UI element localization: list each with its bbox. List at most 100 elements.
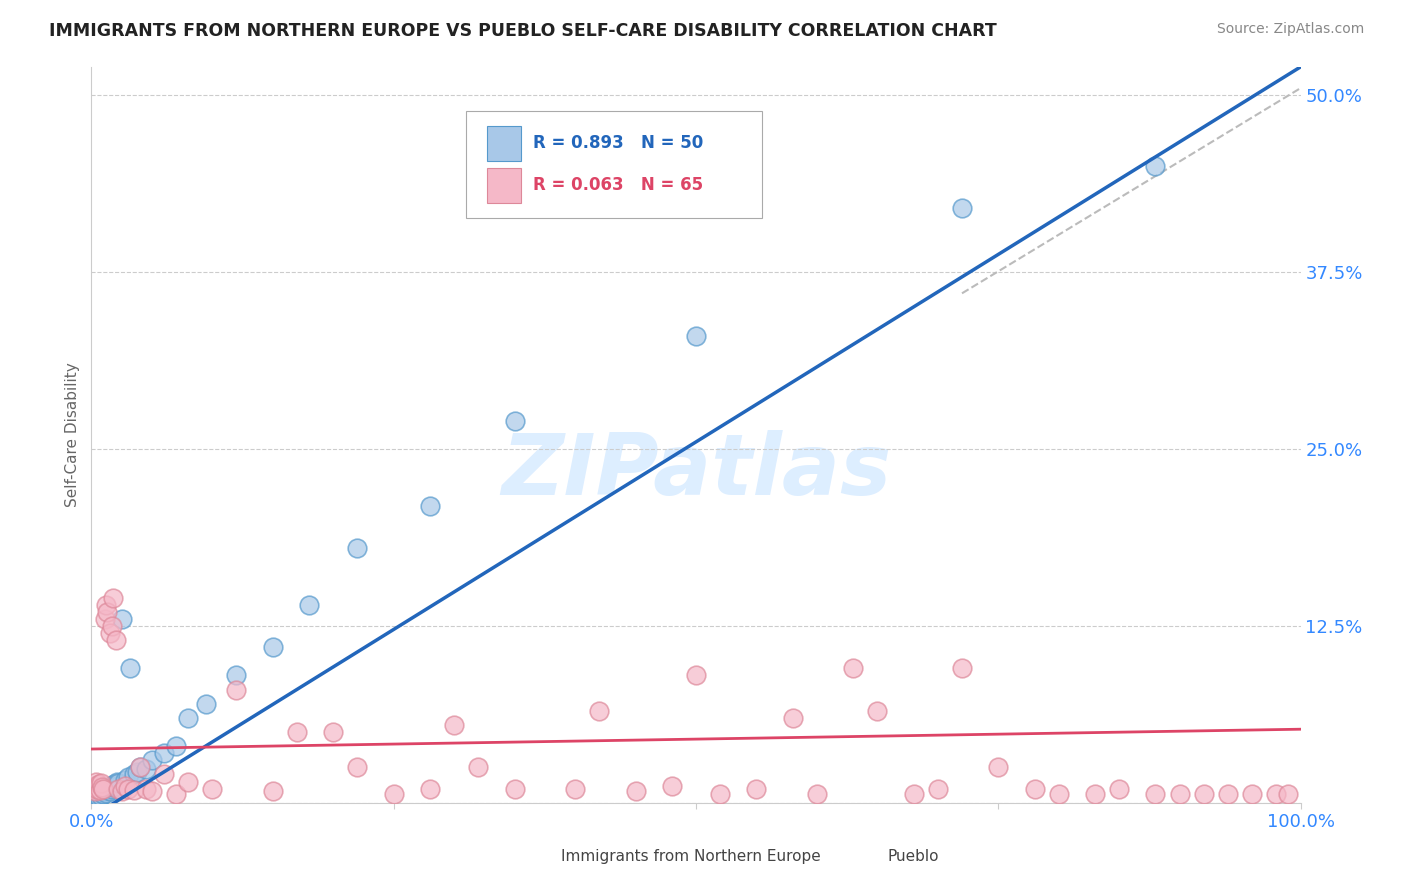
Point: [87, 777, 110, 791]
Point: [927, 781, 949, 796]
FancyBboxPatch shape: [527, 841, 554, 869]
FancyBboxPatch shape: [467, 111, 762, 218]
Point: [346, 541, 368, 555]
Point: [1024, 781, 1046, 796]
Point: [107, 776, 129, 790]
Text: R = 0.893   N = 50: R = 0.893 N = 50: [533, 135, 703, 153]
Point: [89, 787, 111, 801]
Point: [225, 682, 247, 697]
Point: [127, 764, 149, 779]
Point: [101, 781, 124, 796]
Point: [1084, 787, 1107, 801]
Point: [86, 781, 108, 796]
Point: [346, 760, 368, 774]
Point: [588, 704, 610, 718]
Point: [111, 784, 132, 798]
Point: [419, 499, 441, 513]
Point: [782, 711, 804, 725]
Text: R = 0.063   N = 65: R = 0.063 N = 65: [533, 177, 703, 194]
Point: [262, 784, 284, 798]
Point: [93, 612, 115, 626]
Point: [107, 781, 129, 796]
Point: [135, 781, 157, 796]
Point: [987, 760, 1010, 774]
Point: [89, 783, 111, 797]
Point: [93, 781, 115, 796]
Point: [685, 668, 707, 682]
Text: Source: ZipAtlas.com: Source: ZipAtlas.com: [1216, 22, 1364, 37]
Point: [89, 783, 111, 797]
Point: [661, 779, 683, 793]
Point: [84, 790, 107, 805]
FancyBboxPatch shape: [486, 168, 520, 203]
Point: [117, 781, 139, 796]
Point: [104, 633, 127, 648]
Text: IMMIGRANTS FROM NORTHERN EUROPE VS PUEBLO SELF-CARE DISABILITY CORRELATION CHART: IMMIGRANTS FROM NORTHERN EUROPE VS PUEBL…: [49, 22, 997, 40]
Point: [1047, 787, 1070, 801]
Point: [624, 784, 647, 798]
Point: [86, 784, 108, 798]
Point: [285, 725, 308, 739]
Point: [1108, 781, 1130, 796]
Point: [98, 784, 121, 798]
Point: [745, 781, 768, 796]
Point: [298, 598, 321, 612]
Point: [1265, 787, 1288, 801]
Point: [806, 787, 828, 801]
Point: [87, 790, 110, 805]
Point: [101, 591, 124, 605]
Point: [91, 780, 114, 795]
Text: ZIPatlas: ZIPatlas: [501, 430, 891, 513]
Point: [94, 786, 117, 800]
Point: [709, 787, 731, 801]
Point: [503, 781, 526, 796]
Point: [84, 774, 107, 789]
Point: [382, 787, 405, 801]
Text: Immigrants from Northern Europe: Immigrants from Northern Europe: [561, 849, 820, 864]
Point: [114, 779, 136, 793]
Point: [120, 661, 142, 675]
Point: [83, 779, 105, 793]
Point: [93, 783, 115, 797]
Point: [93, 784, 115, 798]
Point: [84, 791, 107, 805]
Point: [93, 787, 115, 801]
Point: [84, 786, 107, 800]
Point: [128, 760, 150, 774]
Point: [141, 784, 163, 798]
Point: [90, 789, 112, 803]
Point: [903, 787, 925, 801]
Point: [195, 697, 218, 711]
Point: [100, 779, 122, 793]
Point: [90, 776, 112, 790]
Point: [101, 619, 124, 633]
Point: [201, 781, 224, 796]
Point: [1192, 787, 1215, 801]
Point: [1277, 787, 1299, 801]
Point: [83, 791, 105, 805]
Point: [91, 781, 114, 796]
Point: [91, 786, 114, 800]
Point: [153, 767, 176, 781]
Point: [98, 626, 121, 640]
Point: [94, 598, 117, 612]
Point: [866, 704, 889, 718]
Point: [419, 781, 441, 796]
Point: [1216, 787, 1239, 801]
Point: [165, 787, 187, 801]
Point: [111, 612, 132, 626]
Y-axis label: Self-Care Disability: Self-Care Disability: [65, 362, 80, 508]
Point: [101, 780, 124, 795]
Point: [165, 739, 187, 754]
Point: [467, 760, 489, 774]
Point: [96, 605, 118, 619]
Point: [950, 661, 973, 675]
FancyBboxPatch shape: [486, 126, 520, 161]
Point: [84, 784, 107, 798]
Point: [177, 711, 200, 725]
Point: [117, 770, 139, 784]
Point: [1144, 159, 1167, 173]
Point: [86, 789, 108, 803]
Point: [97, 783, 120, 797]
Point: [122, 767, 145, 781]
